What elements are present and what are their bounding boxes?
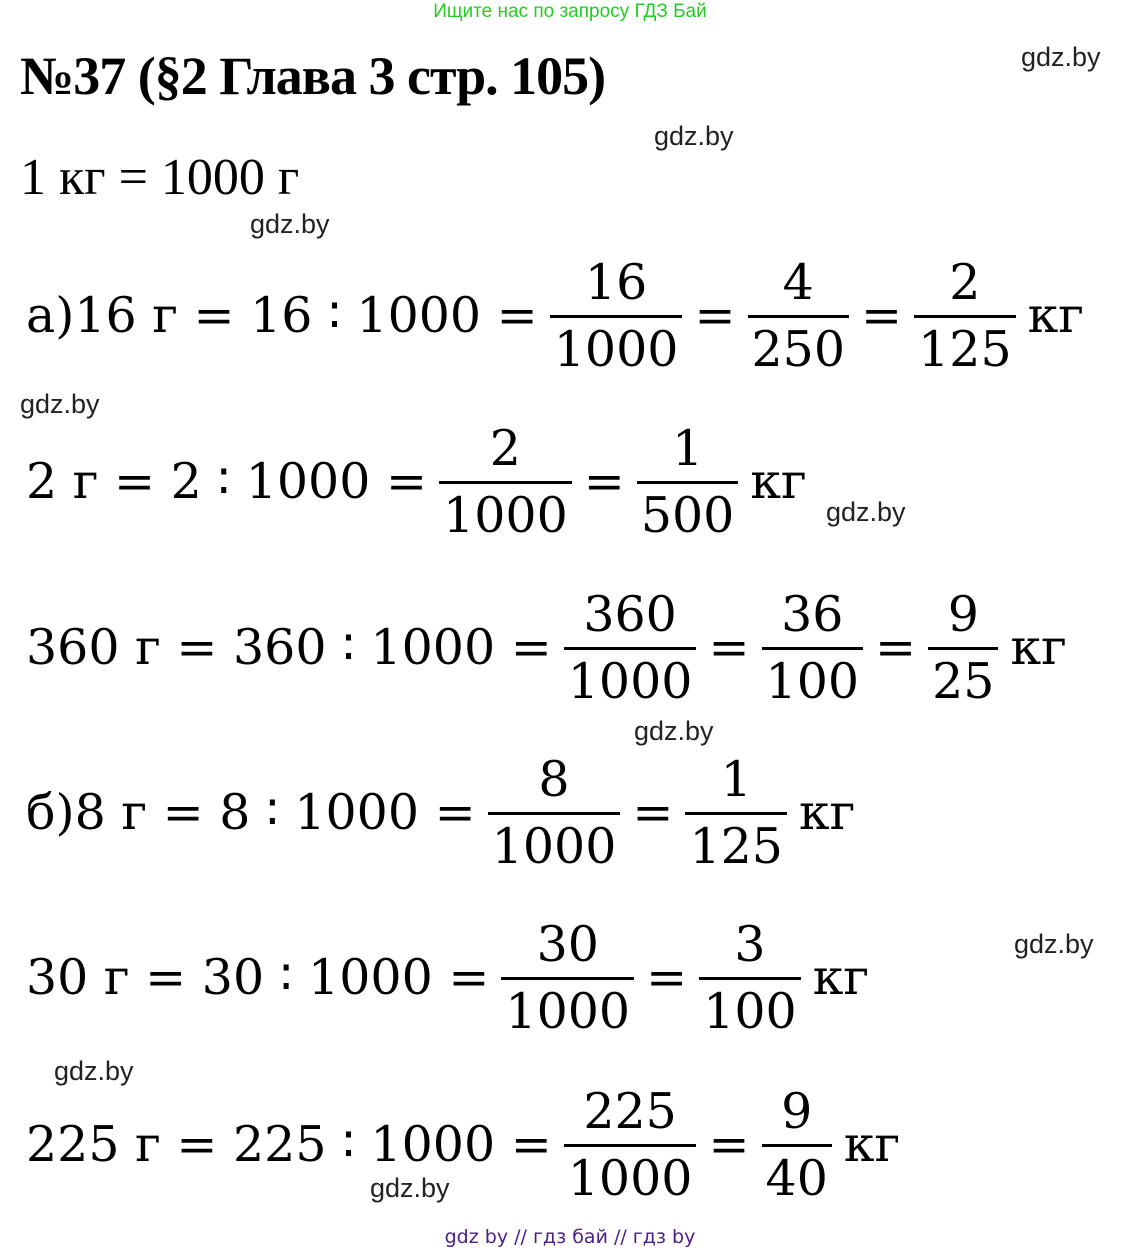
fraction-bar bbox=[761, 646, 864, 650]
numerator: 1 bbox=[671, 419, 704, 477]
denominator: 1000 bbox=[443, 486, 568, 544]
fraction-bar bbox=[914, 314, 1016, 318]
denominator: 125 bbox=[918, 320, 1012, 378]
numerator: 360 bbox=[583, 585, 677, 643]
fraction: 1 125 bbox=[685, 750, 787, 875]
watermark: gdz.by bbox=[250, 209, 330, 239]
fraction-bar bbox=[439, 480, 572, 484]
fraction: 360 1000 bbox=[563, 585, 697, 710]
fraction: 225 1000 bbox=[563, 1082, 697, 1207]
fraction-bar bbox=[928, 646, 999, 650]
equation-text: кг bbox=[798, 784, 856, 841]
equation-text: = bbox=[694, 287, 736, 344]
equation-text: = bbox=[708, 1116, 750, 1173]
fraction: 4 250 bbox=[747, 253, 850, 378]
denominator: 100 bbox=[703, 982, 797, 1040]
denominator: 25 bbox=[932, 652, 995, 710]
denominator: 500 bbox=[640, 486, 735, 544]
denominator: 100 bbox=[765, 652, 860, 710]
denominator: 1000 bbox=[491, 817, 617, 875]
numerator: 3 bbox=[734, 915, 766, 973]
numerator: 2 bbox=[489, 419, 521, 477]
watermark: gdz.by bbox=[370, 1173, 450, 1203]
fraction: 9 40 bbox=[761, 1082, 832, 1207]
denominator: 1000 bbox=[553, 320, 679, 378]
equation-text: 30 г = 30 ∶ 1000 = bbox=[26, 949, 490, 1006]
page-title: №37 (§2 Глава 3 стр. 105) bbox=[20, 46, 606, 106]
given-conversion: 1 кг = 1000 г bbox=[20, 149, 300, 206]
fraction-bar bbox=[685, 811, 787, 815]
numerator: 9 bbox=[947, 585, 979, 643]
equation-text: = bbox=[708, 619, 750, 676]
equation-text: б)8 г = 8 ∶ 1000 = bbox=[26, 784, 476, 841]
watermark: gdz.by bbox=[1021, 42, 1101, 72]
watermark: gdz.by bbox=[634, 716, 714, 746]
numerator: 8 bbox=[538, 750, 570, 808]
footer-links[interactable]: gdz by // гдз бай // гдз by bbox=[444, 1226, 696, 1248]
equation-text: = bbox=[861, 287, 903, 344]
fraction: 1 500 bbox=[636, 419, 739, 544]
fraction: 8 1000 bbox=[487, 750, 621, 875]
numerator: 225 bbox=[583, 1082, 677, 1140]
equation-text: кг bbox=[750, 453, 807, 510]
fraction: 36 100 bbox=[761, 585, 864, 710]
watermark: gdz.by bbox=[1014, 929, 1094, 959]
fraction: 2 1000 bbox=[439, 419, 572, 544]
equation-text: 225 г = 225 ∶ 1000 = bbox=[26, 1116, 552, 1173]
equation-text: = bbox=[875, 619, 917, 676]
numerator: 9 bbox=[781, 1082, 813, 1140]
fraction-bar bbox=[501, 976, 635, 980]
equation-text: = bbox=[646, 949, 688, 1006]
fraction-bar bbox=[549, 314, 683, 318]
fraction-bar bbox=[761, 1143, 832, 1147]
fraction: 16 1000 bbox=[549, 253, 683, 378]
equation-text: кг bbox=[843, 1116, 901, 1173]
denominator: 1000 bbox=[567, 652, 693, 710]
fraction: 9 25 bbox=[928, 585, 999, 710]
equation-text: кг bbox=[812, 949, 870, 1006]
numerator: 4 bbox=[782, 253, 814, 311]
denominator: 250 bbox=[751, 320, 846, 378]
fraction: 30 1000 bbox=[501, 915, 635, 1040]
numerator: 30 bbox=[536, 915, 599, 973]
fraction-bar bbox=[487, 811, 621, 815]
search-banner[interactable]: Ищите нас по запросу ГДЗ Бай bbox=[433, 1, 707, 22]
watermark: gdz.by bbox=[54, 1056, 134, 1086]
numerator: 1 bbox=[720, 750, 752, 808]
fraction: 2 125 bbox=[914, 253, 1016, 378]
watermark: gdz.by bbox=[20, 389, 100, 419]
equation-text: кг bbox=[1027, 287, 1084, 344]
denominator: 1000 bbox=[505, 982, 631, 1040]
watermark: gdz.by bbox=[826, 497, 906, 527]
fraction-bar bbox=[563, 646, 697, 650]
numerator: 2 bbox=[949, 253, 981, 311]
numerator: 16 bbox=[584, 253, 648, 311]
fraction: 3 100 bbox=[699, 915, 801, 1040]
denominator: 40 bbox=[765, 1149, 828, 1207]
fraction-bar bbox=[747, 314, 850, 318]
denominator: 1000 bbox=[567, 1149, 693, 1207]
denominator: 125 bbox=[689, 817, 783, 875]
fraction-bar bbox=[699, 976, 801, 980]
numerator: 36 bbox=[781, 585, 844, 643]
equation-text: кг bbox=[1010, 619, 1067, 676]
watermark: gdz.by bbox=[654, 121, 734, 151]
equation-text: = bbox=[583, 453, 625, 510]
fraction-bar bbox=[636, 480, 739, 484]
fraction-bar bbox=[563, 1143, 697, 1147]
equation-text: = bbox=[632, 784, 674, 841]
equation-text: 360 г = 360 ∶ 1000 = bbox=[26, 619, 552, 676]
equation-text: а)16 г = 16 ∶ 1000 = bbox=[26, 287, 538, 344]
equation-text: 2 г = 2 ∶ 1000 = bbox=[26, 453, 428, 510]
